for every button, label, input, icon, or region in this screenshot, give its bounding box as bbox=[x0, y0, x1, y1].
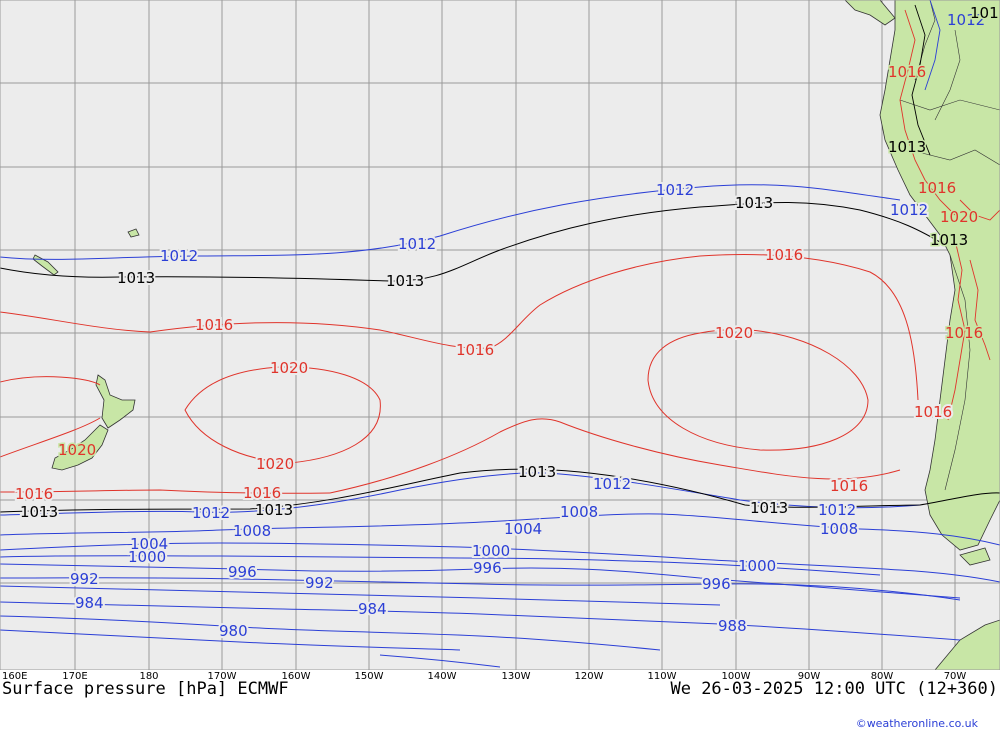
isobar-label-1013: 1013 bbox=[518, 463, 556, 481]
isobar-label-996: 996 bbox=[228, 563, 257, 581]
isobar-label-1012: 1012 bbox=[656, 181, 694, 199]
mid-isobars bbox=[0, 201, 1000, 513]
isobar-label-1013: 1013 bbox=[930, 231, 968, 249]
isobar-label-1012: 1012 bbox=[947, 11, 985, 29]
credit-link[interactable]: ©weatheronline.co.uk bbox=[855, 717, 978, 730]
fiji bbox=[127, 228, 140, 238]
lon-label: 130W bbox=[501, 671, 531, 682]
isobar-label-1016: 1016 bbox=[914, 403, 952, 421]
isobar-label-1013: 1013 bbox=[386, 272, 424, 290]
isobar-label-1000: 1000 bbox=[738, 557, 776, 575]
isobar-label-1020: 1020 bbox=[715, 324, 753, 342]
isobar-label-1008: 1008 bbox=[233, 522, 271, 540]
isobar-label-1012: 1012 bbox=[593, 475, 631, 493]
isobar-label-1020: 1020 bbox=[940, 208, 978, 226]
grid-lines bbox=[0, 0, 1000, 670]
high-isobars bbox=[0, 254, 919, 494]
isobar-label-992: 992 bbox=[305, 574, 334, 592]
nz-north-island bbox=[95, 374, 136, 429]
isobar-label-980: 980 bbox=[219, 622, 248, 640]
lon-label: 110W bbox=[647, 671, 677, 682]
isobar-label-984: 984 bbox=[75, 594, 104, 612]
isobar-label-1016: 1016 bbox=[945, 324, 983, 342]
isobar-labels: 1012 1012 1012 1012 1012 1012 1012 1012 … bbox=[13, 3, 1000, 643]
lon-label: 170W bbox=[207, 671, 237, 682]
isobar-label-984: 984 bbox=[358, 600, 387, 618]
isobar-label-1012: 1012 bbox=[818, 501, 856, 519]
isobar-label-1013: 1013 bbox=[20, 503, 58, 521]
lon-label: 180 bbox=[139, 671, 159, 682]
lon-label: 170E bbox=[62, 671, 88, 682]
isobar-label-992: 992 bbox=[70, 570, 99, 588]
isobar-label-1000: 1000 bbox=[472, 542, 510, 560]
lon-label: 100W bbox=[721, 671, 751, 682]
isobar-label-988: 988 bbox=[718, 617, 747, 635]
isobar-label-1020: 1020 bbox=[256, 455, 294, 473]
lon-label: 140W bbox=[427, 671, 457, 682]
isobar-label-1016: 1016 bbox=[918, 179, 956, 197]
isobar-label-1016: 1016 bbox=[15, 485, 53, 503]
landmasses bbox=[32, 0, 1000, 670]
lon-label: 120W bbox=[574, 671, 604, 682]
isobar-label-1012: 1012 bbox=[160, 247, 198, 265]
isobar-label-1016: 1016 bbox=[888, 63, 926, 81]
south-america bbox=[879, 0, 1000, 551]
isobar-label-996: 996 bbox=[473, 559, 502, 577]
lon-label: 70W bbox=[943, 671, 967, 682]
isobar-label-1000: 1000 bbox=[128, 548, 166, 566]
isobar-label-1013: 1013 bbox=[750, 499, 788, 517]
isobar-label-1012: 1012 bbox=[890, 201, 928, 219]
isobar-label-1013: 1013 bbox=[970, 4, 1000, 22]
lon-label: 90W bbox=[797, 671, 821, 682]
antarctic-peninsula bbox=[934, 619, 1000, 670]
lon-label: 150W bbox=[354, 671, 384, 682]
isobar-label-1004: 1004 bbox=[130, 535, 168, 553]
isobar-label-1020: 1020 bbox=[58, 441, 96, 459]
isobar-label-1013: 1013 bbox=[888, 138, 926, 156]
isobar-label-1012: 1012 bbox=[192, 504, 230, 522]
lon-label: 160W bbox=[281, 671, 311, 682]
low-isobars bbox=[0, 184, 1000, 668]
isobar-label-1016: 1016 bbox=[456, 341, 494, 359]
valid-time: We 26-03-2025 12:00 UTC (12+360) bbox=[670, 679, 998, 699]
andes-contours bbox=[899, 0, 1000, 421]
pressure-map: 1012 1012 1012 1012 1012 1012 1012 1012 … bbox=[0, 0, 1000, 670]
lon-label: 80W bbox=[870, 671, 894, 682]
isobar-label-1012: 1012 bbox=[398, 235, 436, 253]
isobar-label-1008: 1008 bbox=[820, 520, 858, 538]
isobar-label-1004: 1004 bbox=[504, 520, 542, 538]
lon-label: 160E bbox=[2, 671, 28, 682]
isobar-label-996: 996 bbox=[702, 575, 731, 593]
isobar-label-1016: 1016 bbox=[243, 484, 281, 502]
isobar-label-1013: 1013 bbox=[735, 194, 773, 212]
isobar-label-1013: 1013 bbox=[255, 501, 293, 519]
isobar-label-1013: 1013 bbox=[117, 269, 155, 287]
map-title: Surface pressure [hPa] ECMWF bbox=[2, 679, 289, 699]
isobar-label-1016: 1016 bbox=[195, 316, 233, 334]
isobar-label-1020: 1020 bbox=[270, 359, 308, 377]
central-america bbox=[844, 0, 896, 26]
isobar-label-1008: 1008 bbox=[560, 503, 598, 521]
isobar-label-1016: 1016 bbox=[830, 477, 868, 495]
tierra-del-fuego bbox=[959, 547, 991, 566]
nz-south-island bbox=[51, 424, 109, 471]
isobar-label-1016: 1016 bbox=[765, 246, 803, 264]
